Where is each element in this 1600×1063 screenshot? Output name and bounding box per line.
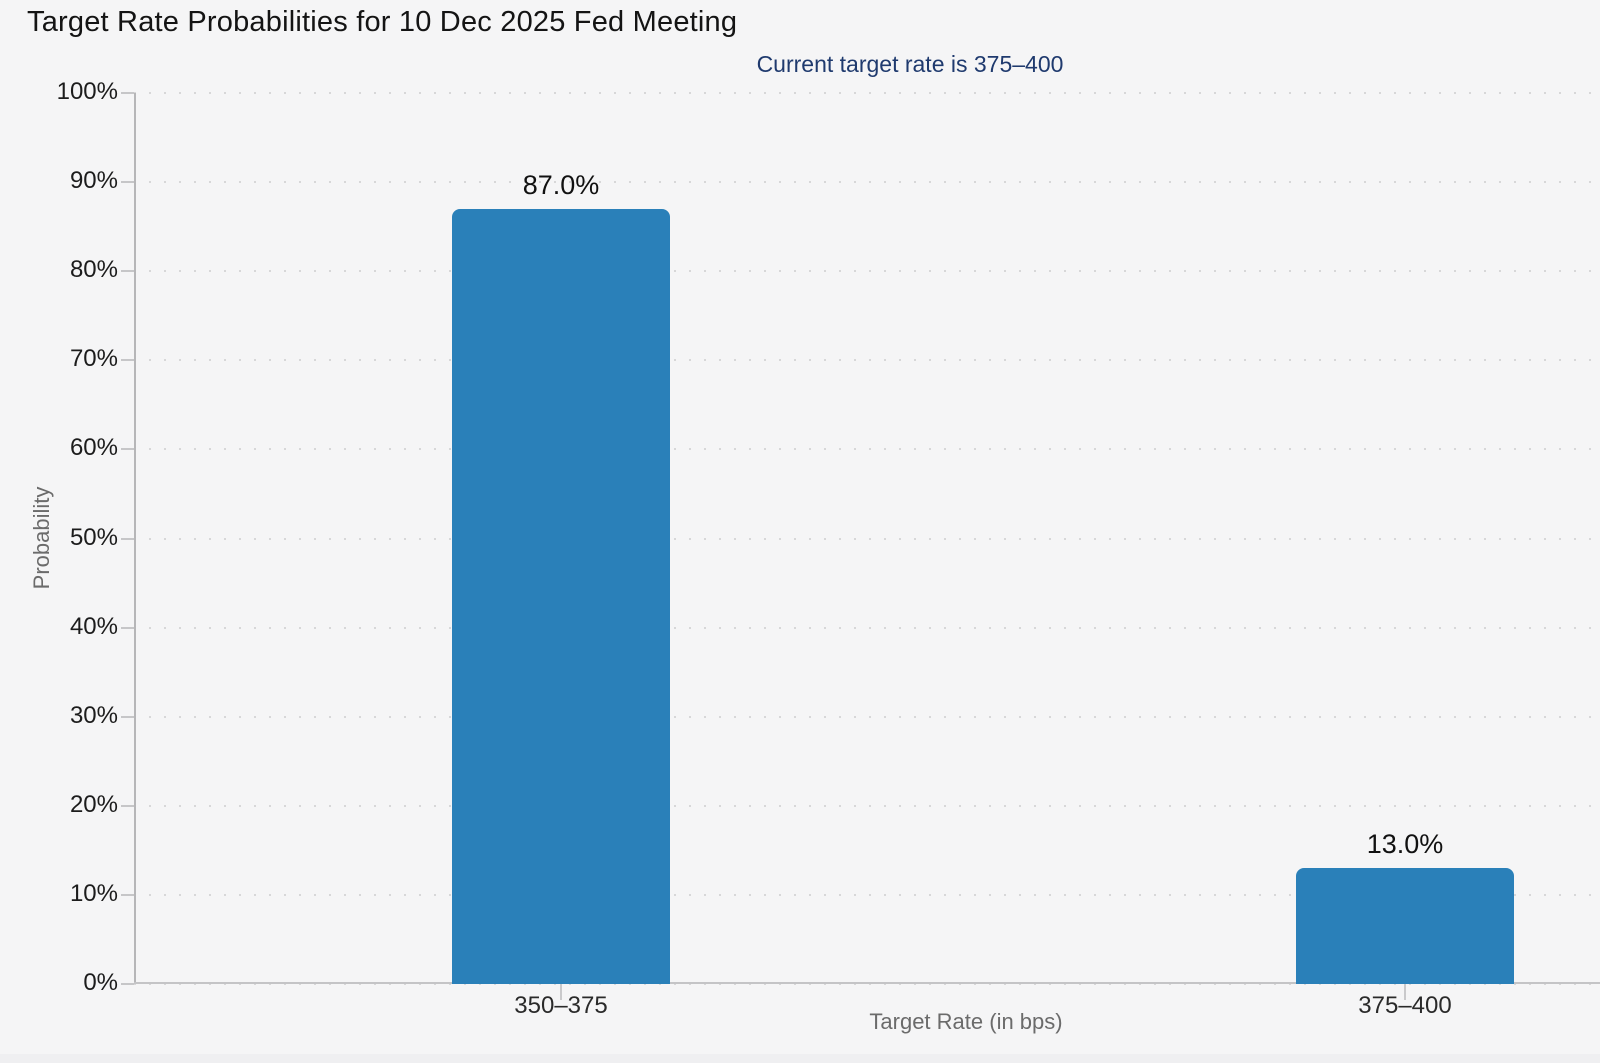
y-tick-30pct [121,715,134,718]
bar-value-label-375-400: 13.0% [1366,829,1444,860]
y-tick-0pct [121,983,134,985]
y-tick-label-80pct: 80% [69,256,118,284]
y-tick-10pct [121,893,134,896]
gridline-70pct [134,359,1600,362]
y-tick-label-20pct: 20% [69,790,118,818]
x-tick-350-375 [560,984,562,1000]
y-tick-label-70pct: 70% [69,345,118,373]
footer-strip [0,1054,1600,1063]
y-tick-40pct [121,626,134,629]
plot-area [134,92,1600,985]
gridline-50pct [134,537,1600,540]
gridline-100pct [134,92,1600,94]
y-tick-label-50pct: 50% [69,523,118,551]
y-tick-label-100pct: 100% [56,78,118,105]
gridline-90pct [134,181,1600,184]
gridline-30pct [134,715,1600,718]
y-tick-label-60pct: 60% [69,434,118,462]
y-tick-label-10pct: 10% [69,879,118,907]
x-tick-label-350-375: 350–375 [514,992,608,1019]
gridline-40pct [134,626,1600,629]
x-axis-line [134,982,1600,984]
y-tick-label-90pct: 90% [69,167,118,195]
gridline-60pct [134,448,1600,451]
gridline-80pct [134,270,1600,273]
y-tick-60pct [121,448,134,451]
chart-subtitle: Current target rate is 375–400 [756,51,1064,77]
y-tick-50pct [121,537,134,540]
y-axis-line [134,93,136,984]
y-tick-label-40pct: 40% [69,612,118,640]
y-tick-label-30pct: 30% [69,701,118,729]
x-tick-375-400 [1404,984,1406,1000]
gridline-0pct [134,983,1600,985]
bar-375-400[interactable] [1296,868,1514,984]
x-tick-label-375-400: 375–400 [1358,992,1452,1019]
y-tick-90pct [121,181,134,184]
gridline-10pct [134,893,1600,896]
y-tick-80pct [121,270,134,273]
gridline-20pct [134,804,1600,807]
y-tick-70pct [121,359,134,362]
y-tick-100pct [121,92,134,94]
chart-title: Target Rate Probabilities for 10 Dec 202… [27,6,738,38]
x-axis-title: Target Rate (in bps) [869,1009,1063,1034]
y-tick-20pct [121,804,134,807]
bar-value-label-350-375: 87.0% [522,169,600,200]
y-tick-label-0pct: 0% [83,969,118,996]
bar-350-375[interactable] [452,208,670,984]
